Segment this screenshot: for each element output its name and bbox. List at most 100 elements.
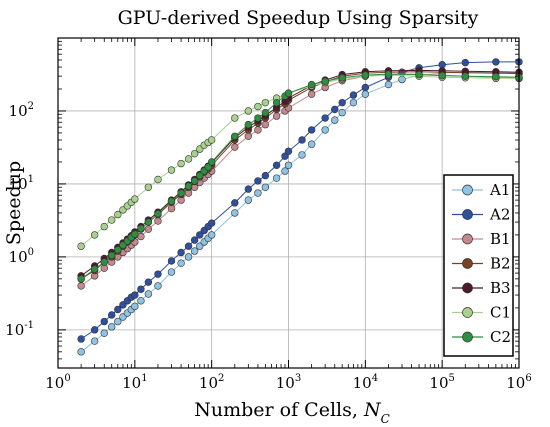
chart-title: GPU-derived Speedup Using Sparsity [118,7,479,29]
data-point [492,58,500,66]
legend-label: C2 [490,328,511,346]
legend-label: B1 [490,230,511,248]
x-tick-label: 103 [276,373,301,392]
data-point [207,136,216,144]
data-point [167,197,176,205]
data-point [114,305,122,314]
data-point [204,163,212,171]
data-point [231,143,239,151]
legend-marker [462,258,473,269]
legend-label: A1 [489,181,510,199]
x-tick-label: 106 [506,373,531,392]
data-point [384,70,393,78]
legend-item: B1 [452,230,511,248]
data-point [231,114,239,122]
data-point [167,268,176,276]
legend-label: C1 [490,304,511,322]
data-point [244,185,253,193]
series-layer [77,58,523,356]
data-point [321,126,329,134]
data-point [281,167,289,175]
data-point [137,285,145,293]
data-point [254,189,262,197]
data-point [207,219,216,227]
data-point [254,114,262,122]
data-point [261,108,270,117]
data-point [244,120,253,129]
data-point [196,171,204,180]
data-point [137,297,145,305]
data-point [196,242,204,250]
data-point [321,77,329,86]
data-point [331,105,339,114]
y-tick-label: 101 [9,174,34,193]
data-point [196,231,204,239]
data-point [231,199,239,207]
data-point [272,161,281,169]
data-point [307,140,316,148]
axis-ticks [57,38,520,368]
data-point [492,72,500,81]
data-point [77,335,85,343]
data-point [261,183,270,191]
data-point [272,98,281,107]
data-point [100,258,108,266]
legend-box [443,174,514,357]
data-point [167,166,176,174]
data-point [438,71,446,80]
data-point [207,231,216,239]
data-point [415,70,423,79]
data-point [114,317,122,326]
data-point [254,126,262,134]
legend-label: B3 [490,279,511,297]
y-axis-label: Speedup [3,161,25,245]
data-point [137,224,145,233]
data-point [108,216,116,224]
data-point [284,161,293,169]
data-point [298,136,306,144]
data-point [77,282,85,290]
data-point [108,251,116,260]
data-point [190,149,199,158]
data-point [338,74,346,82]
legend: A1 A2 B1 B2 B3 C1 C2 [443,174,514,357]
legend-marker [462,233,473,245]
data-point [349,98,358,107]
x-tick-labels: 100 101 102 103 104 105 106 [45,373,531,392]
data-point [184,242,193,250]
data-point [261,120,270,129]
data-point [361,90,370,98]
data-point [184,155,193,163]
x-tick-label: 104 [353,373,378,392]
data-point [361,83,370,92]
data-point [108,323,116,331]
data-point [307,80,316,89]
legend-item: A2 [452,206,510,224]
data-point [114,210,122,219]
data-point [231,132,239,140]
data-point [231,209,239,217]
data-point [207,158,216,166]
data-point [321,114,329,122]
data-point [154,210,162,218]
data-point [100,264,108,272]
data-point [190,236,199,244]
x-tick-label: 102 [199,373,224,392]
data-point [177,159,185,168]
legend-label: B2 [490,255,511,273]
legend-item: C1 [452,304,511,322]
data-point [184,182,193,190]
legend-item: C2 [452,328,511,346]
data-point [254,102,262,111]
data-point [77,275,85,283]
data-point [190,177,199,185]
data-point [284,89,293,97]
data-point [338,98,346,107]
data-point [154,175,162,184]
data-point [131,291,139,299]
legend-marker [462,209,473,220]
x-tick-label: 101 [122,373,147,392]
data-point [90,337,99,345]
data-point [184,253,193,261]
